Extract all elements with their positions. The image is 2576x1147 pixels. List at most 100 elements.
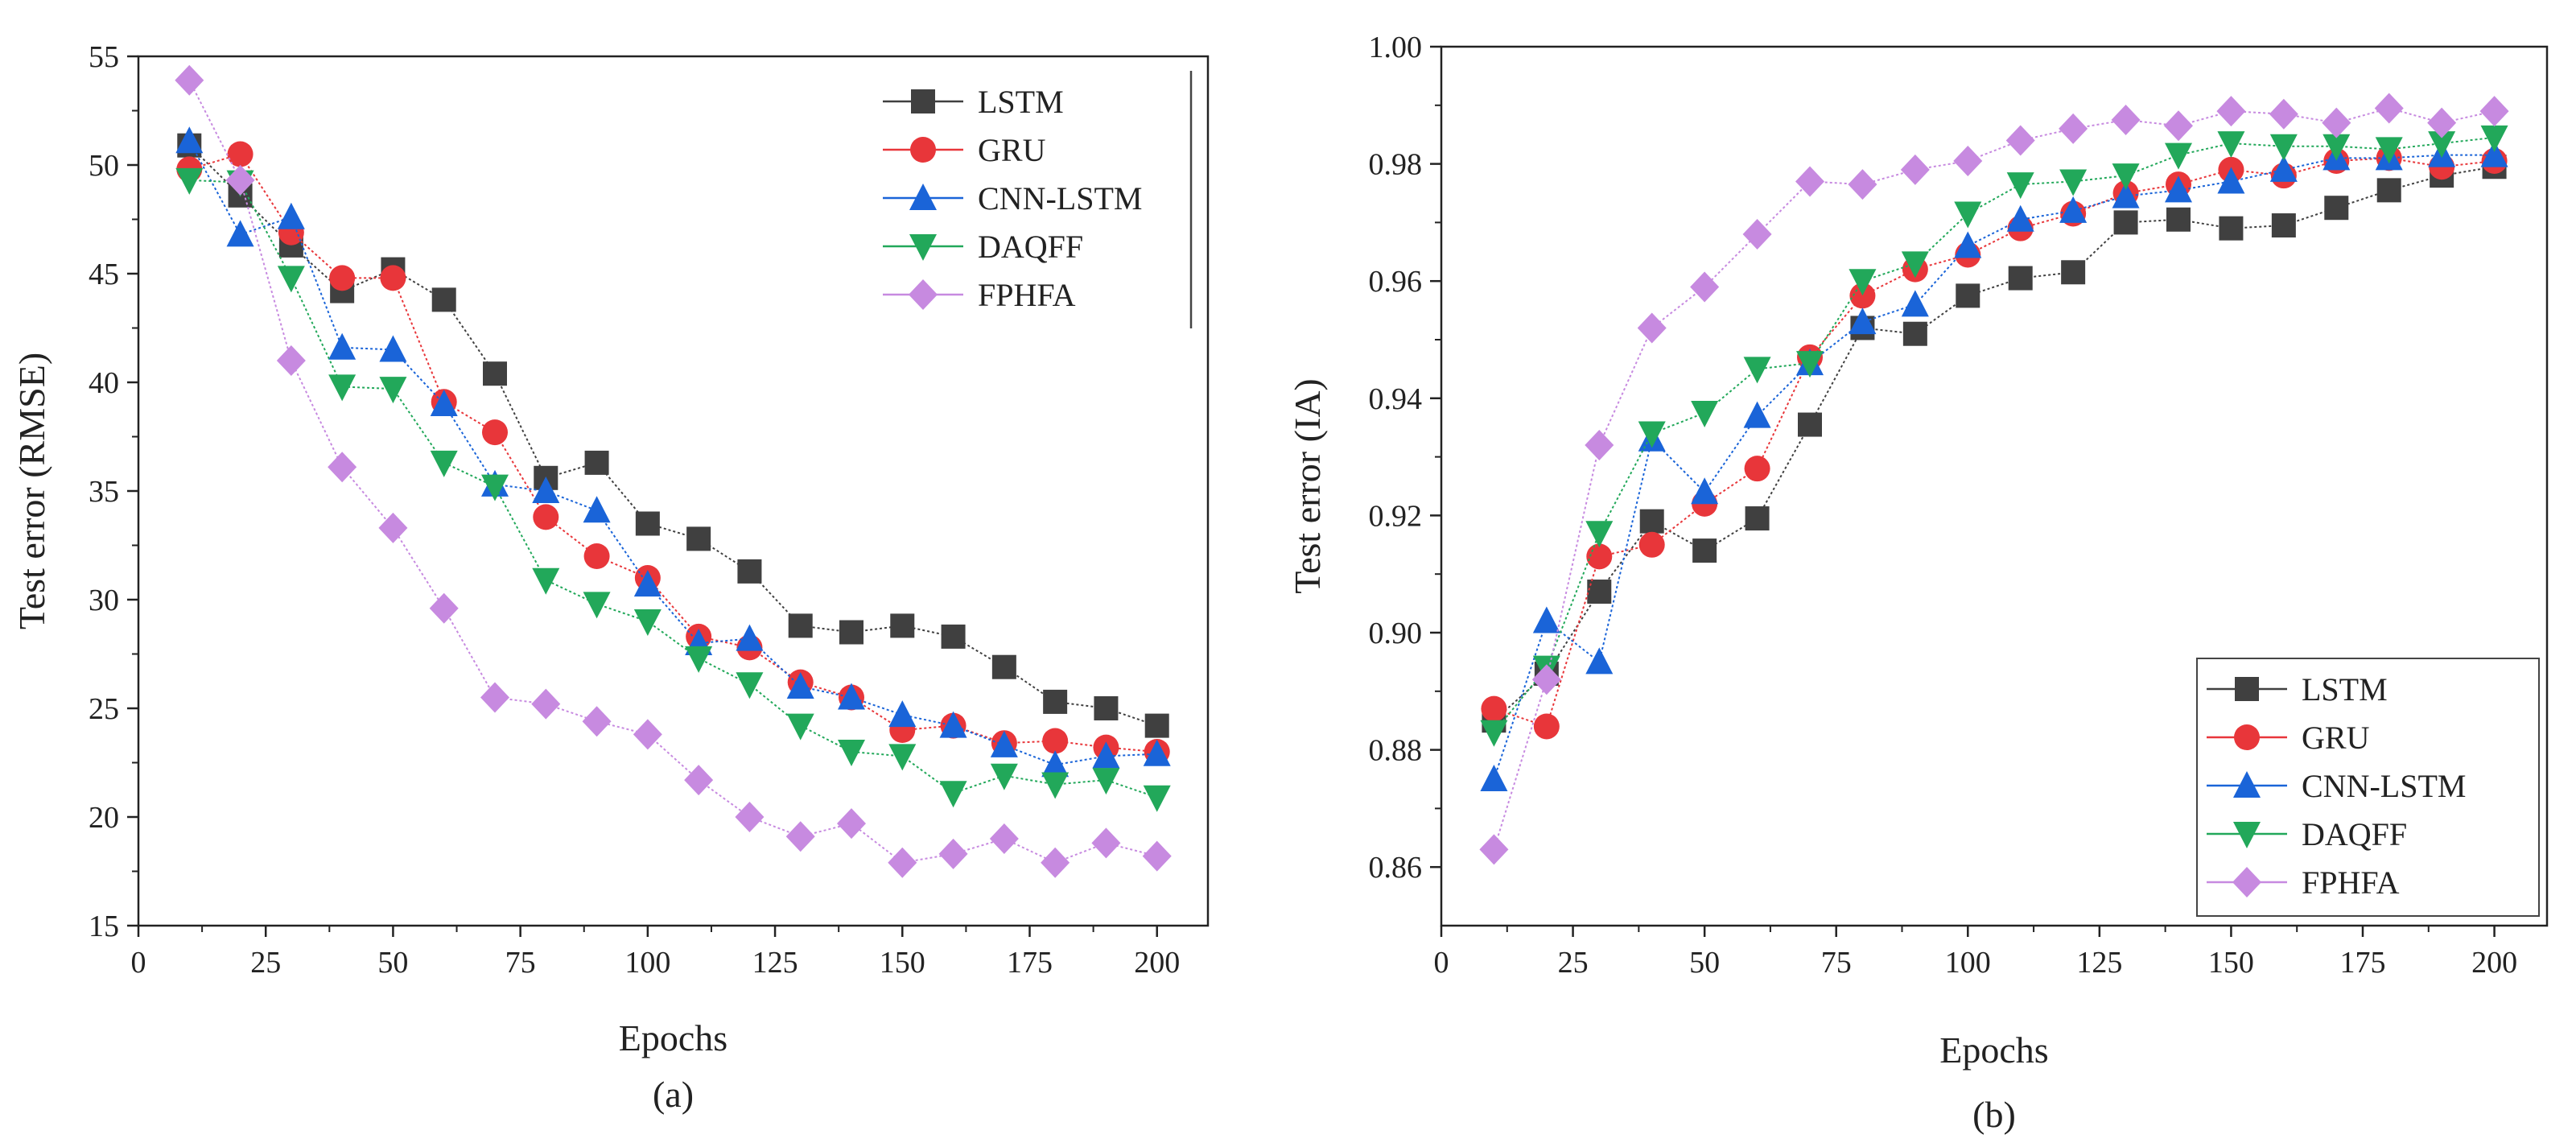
data-point [1533,713,1560,740]
data-point [1092,768,1120,795]
x-tick-label: 50 [1689,946,1720,980]
data-point [1742,218,1772,250]
y-tick-label: 35 [89,475,119,509]
data-point [737,559,762,584]
data-point [1142,840,1172,872]
data-point [1143,785,1171,812]
data-point [1587,580,1612,604]
series-gru [1481,145,2508,740]
legend-marker [2233,822,2261,848]
y-axis-title: Test error (IA) [1287,378,1328,594]
data-point [1743,401,1771,428]
series-line [1493,107,2495,850]
legend-label: GRU [2302,720,2370,756]
series-lstm [177,133,1169,738]
data-point [2269,155,2298,182]
data-point [2008,266,2033,291]
data-point [430,450,458,477]
data-point [2271,213,2296,238]
data-point [1900,154,1930,185]
data-point [938,838,968,869]
data-point [1953,145,1983,176]
data-point [175,64,204,96]
x-tick-label: 150 [2208,946,2254,980]
data-point [736,624,764,651]
data-point [1849,283,1876,309]
panel-a-chart: 0 25 50 75 100 125 150 175 200 15 20 25 30 35 40 45 50 55… [11,40,1210,1115]
series-cnn-lstm [175,126,1171,778]
data-point [1041,772,1070,799]
data-point [533,504,559,530]
data-point [2217,131,2245,159]
data-point [2165,175,2192,203]
data-point [838,683,865,710]
panel-b-chart: 0 25 50 75 100 125 150 175 200 0.86 0.88 0.90 0.92 0.… [1287,31,2549,1135]
data-point [1902,321,1927,346]
data-point [735,802,765,832]
data-point [1638,421,1666,448]
x-tick-label: 50 [377,946,408,980]
y-tick-label: 30 [89,584,119,617]
data-point [2216,96,2246,127]
data-point [684,765,714,796]
legend-label: FPHFA [2302,864,2400,901]
data-point [2479,96,2509,127]
data-point [989,823,1019,854]
y-tick-label: 50 [89,149,119,183]
legend: LSTM GRU CNN-LSTM DAQFF FPHFA [2196,658,2540,917]
data-point [584,450,609,475]
x-tick-label: 0 [1434,946,1449,980]
data-point [839,620,863,645]
data-point [788,613,813,638]
series-line [188,144,1158,727]
data-point [1479,834,1509,865]
data-point [1901,251,1929,278]
data-point [225,164,255,196]
legend-label: DAQFF [2302,816,2407,852]
y-tick-label: 0.90 [1369,617,1423,650]
legend-marker [2234,724,2260,750]
data-point [431,287,456,312]
y-tick-label: 0.98 [1369,148,1423,182]
data-point [583,496,611,523]
legend-label: GRU [978,132,1046,168]
x-tick-label: 75 [505,946,536,980]
y-tick-label: 0.94 [1369,382,1423,416]
x-tick-label: 175 [2340,946,2386,980]
data-point [379,377,407,404]
x-tick-label: 25 [250,946,281,980]
x-tick-label: 200 [2471,946,2517,980]
y-tick-label: 1.00 [1369,31,1423,64]
data-point [582,706,612,737]
x-tick-label: 200 [1134,946,1180,980]
legend-label: CNN-LSTM [978,180,1142,217]
data-point [1690,271,1720,303]
data-point [1744,456,1770,482]
data-point [633,570,662,597]
data-point [2428,131,2456,159]
data-point [1041,847,1070,878]
data-point [277,266,305,293]
legend-marker [910,137,936,163]
legend-marker [2232,867,2261,897]
data-point [888,847,917,878]
data-point [276,345,306,376]
data-point [2269,134,2298,161]
legend-label: DAQFF [978,229,1083,265]
data-point [2324,196,2349,221]
data-point [888,744,917,771]
data-point [686,526,711,551]
plot-area-frame [1440,45,2549,927]
data-point [2006,172,2034,200]
series-fphfa [1479,93,2509,865]
data-point [2375,137,2403,164]
data-point [2480,125,2508,152]
data-point [277,202,305,229]
y-tick-label: 20 [89,801,119,835]
data-point [633,609,662,636]
x-tick-label: 100 [624,946,670,980]
legend-marker [2235,677,2259,701]
data-point [2427,107,2457,138]
data-point [329,265,356,291]
